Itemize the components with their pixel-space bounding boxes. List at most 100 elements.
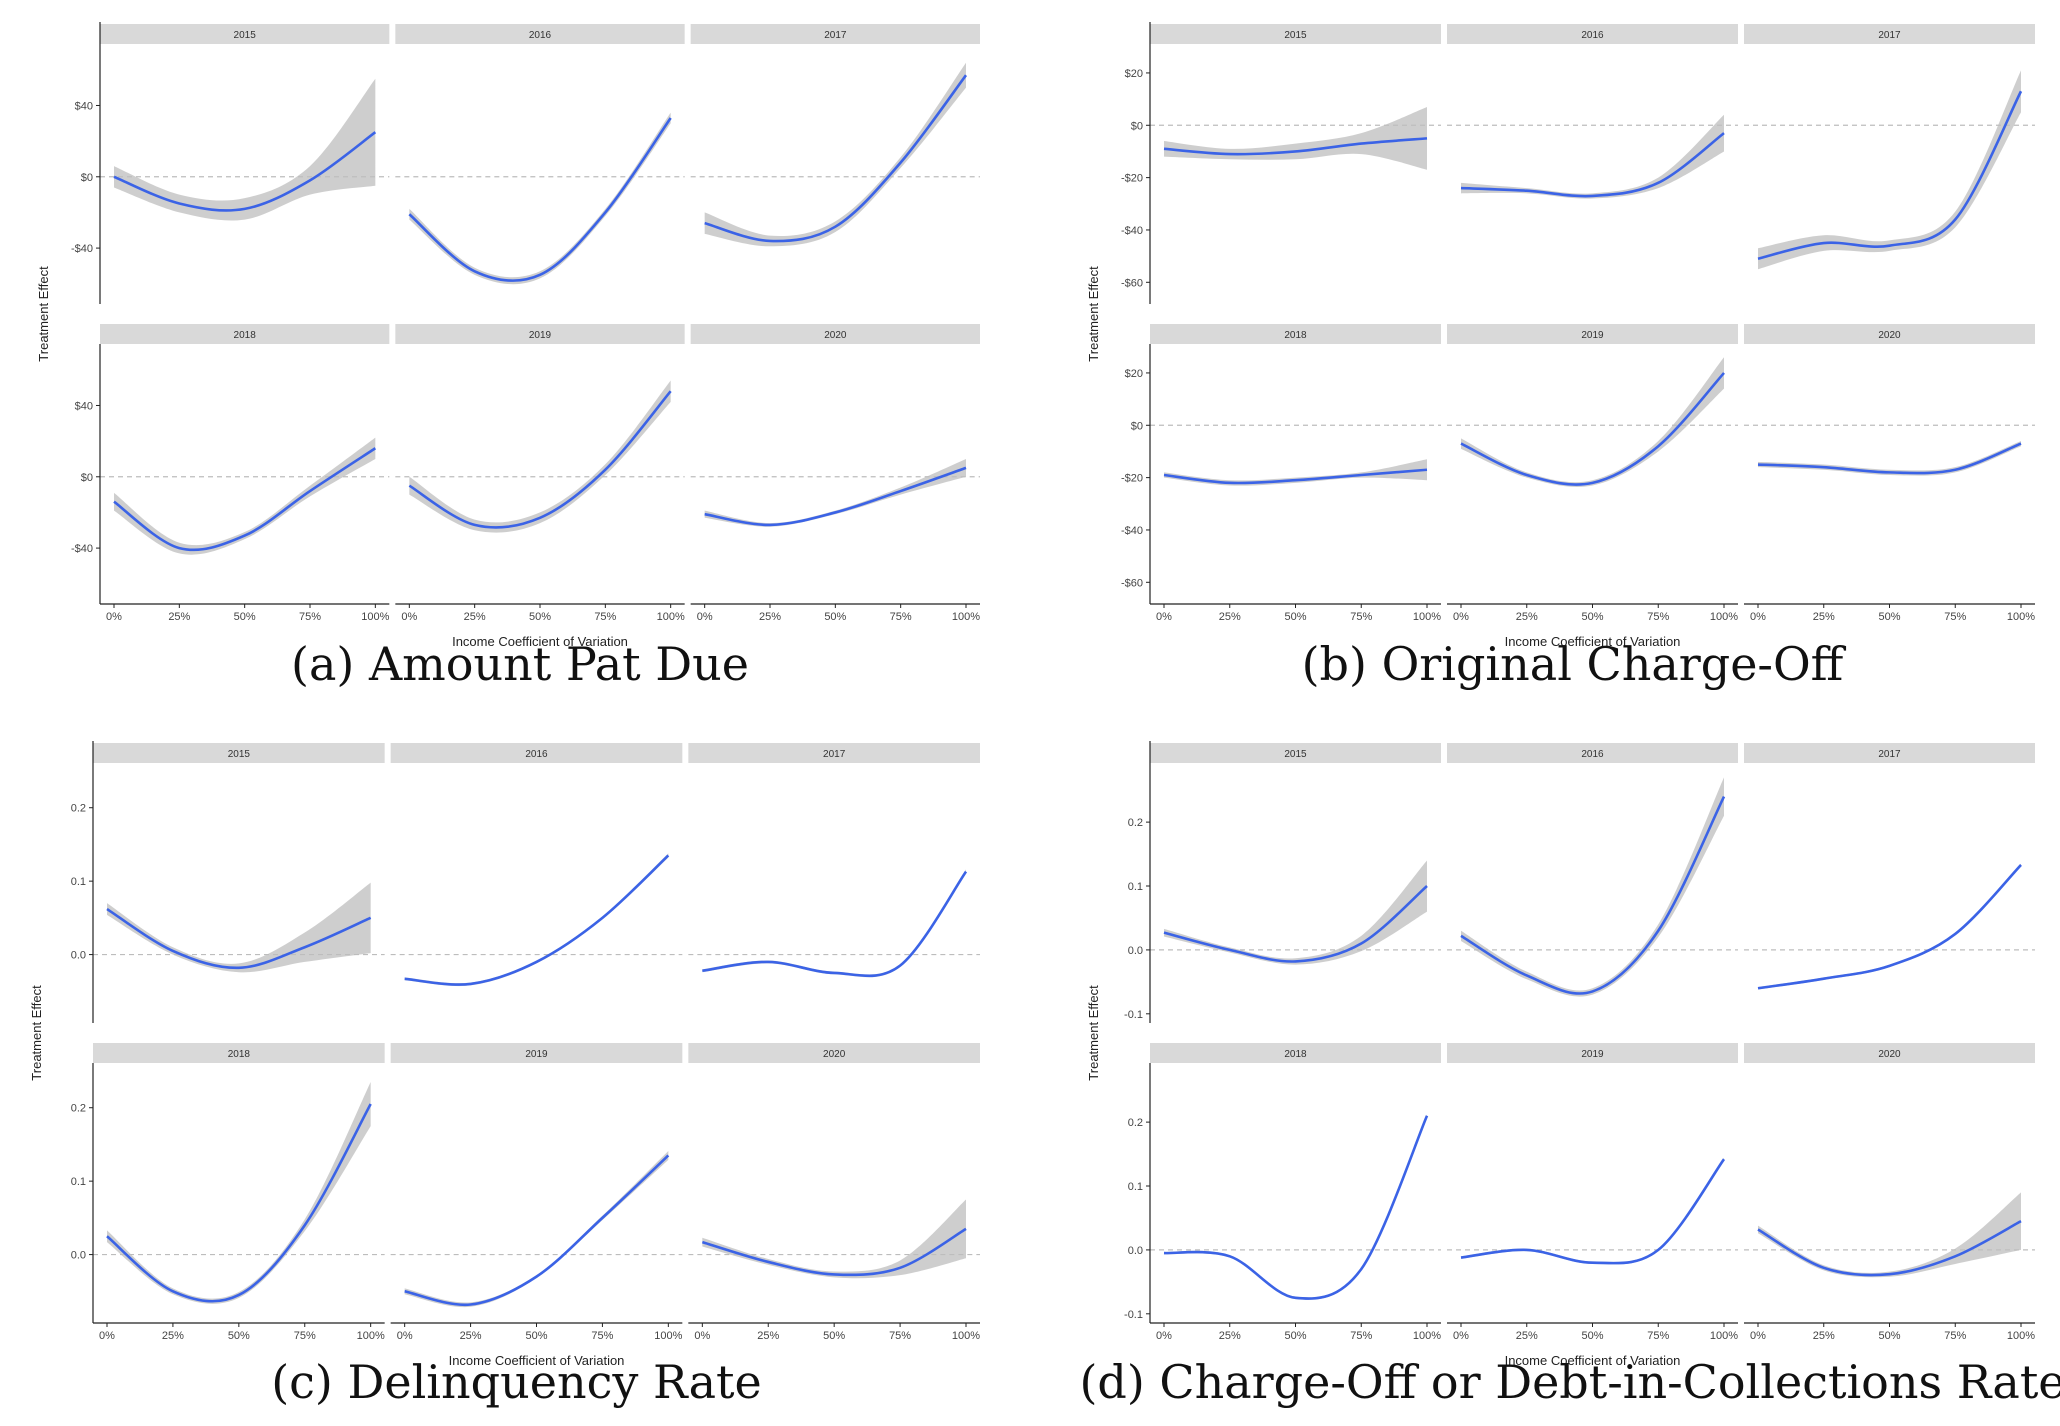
fitted-line [1757, 864, 2022, 990]
facet-strip [1447, 324, 1738, 344]
facet-strip-label: 2020 [1878, 330, 1901, 341]
y-tick-label: 0.0 [1128, 945, 1143, 957]
y-tick-label: -$60 [1121, 277, 1143, 289]
fitted-line [1757, 90, 2023, 261]
y-tick-label: -$40 [1121, 225, 1143, 237]
facet-strip-label: 2017 [824, 30, 847, 41]
facet-strip [100, 324, 390, 344]
x-tick-label: 100% [1710, 611, 1738, 623]
facet-strip [395, 324, 685, 344]
x-tick-label: 50% [1581, 611, 1603, 623]
facet-strip [1447, 1043, 1738, 1063]
facet-strip [1744, 743, 2035, 763]
facet-2019: 2019 0% 25% 50% 75% 100% [395, 324, 685, 623]
x-tick-label: 75% [890, 611, 912, 623]
confidence-band [409, 380, 671, 533]
y-tick-label: $0 [1131, 120, 1143, 132]
facet-2020: 2020 0% 25% 50% 75% 100% [1744, 324, 2035, 623]
x-tick-label: 50% [1284, 1330, 1306, 1342]
panel-caption: (c) Delinquency Rate [271, 1355, 762, 1409]
x-tick-label: 50% [823, 1330, 845, 1342]
fitted-line [1460, 132, 1725, 198]
x-tick-label: 100% [2007, 611, 2035, 623]
y-axis-title: Treatment Effect [29, 985, 44, 1081]
x-tick-label: 0% [1156, 611, 1172, 623]
panel-d: Treatment Effect 2015 0.2 0.1 0.0 -0.1 2016 201… [1079, 741, 2060, 1409]
x-tick-label: 25% [460, 1330, 482, 1342]
confidence-band [107, 882, 371, 973]
facet-strip-label: 2018 [234, 330, 257, 341]
facet-2020: 2020 0% 25% 50% 75% 100% [690, 324, 980, 623]
facet-2019: 2019 0% 25% 50% 75% 100% [1447, 324, 1738, 623]
facet-strip-label: 2019 [529, 330, 552, 341]
facet-2017: 2017 [690, 24, 980, 247]
x-tick-label: 25% [757, 1330, 779, 1342]
x-tick-label: 0% [697, 611, 713, 623]
x-tick-label: 75% [294, 1330, 316, 1342]
facet-strip-label: 2017 [823, 749, 846, 760]
facet-strip [1150, 24, 1441, 44]
facet-strip-label: 2015 [234, 30, 257, 41]
x-axis-title: Income Coefficient of Variation [449, 1353, 625, 1368]
fitted-line [404, 854, 670, 986]
facet-strip-label: 2018 [1284, 1049, 1307, 1060]
facet-strip [390, 1043, 683, 1063]
y-tick-label: 0.1 [1128, 881, 1143, 893]
facet-strip [1744, 324, 2035, 344]
facet-strip [1447, 743, 1738, 763]
facet-2019: 2019 0% 25% 50% 75% 100% [390, 1043, 683, 1342]
x-tick-label: 75% [299, 611, 321, 623]
x-tick-label: 0% [99, 1330, 115, 1342]
x-tick-label: 75% [1350, 611, 1372, 623]
x-tick-label: 100% [952, 611, 980, 623]
fitted-line [704, 74, 968, 243]
x-tick-label: 75% [1647, 611, 1669, 623]
x-axis-title: Income Coefficient of Variation [1505, 1353, 1681, 1368]
x-axis-title: Income Coefficient of Variation [1505, 634, 1681, 649]
facet-strip-label: 2015 [1284, 749, 1307, 760]
x-tick-label: 0% [1156, 1330, 1172, 1342]
x-tick-label: 0% [401, 611, 417, 623]
x-tick-label: 0% [106, 611, 122, 623]
facet-strip-label: 2020 [824, 330, 847, 341]
confidence-band [1164, 106, 1427, 170]
confidence-band [1758, 440, 2021, 476]
confidence-band [702, 1199, 966, 1279]
x-tick-label: 50% [234, 611, 256, 623]
confidence-band [704, 62, 966, 247]
facet-2020: 2020 0% 25% 50% 75% 100% [1744, 1043, 2035, 1342]
x-tick-label: 25% [168, 611, 190, 623]
fitted-line [1163, 137, 1428, 156]
x-tick-label: 0% [694, 1330, 710, 1342]
facet-strip [688, 743, 980, 763]
x-tick-label: 25% [1516, 611, 1538, 623]
facet-2018: 2018 0% 25% 50% 75% 100% 0.2 0.1 0.0 -0.1 [1124, 1043, 1441, 1342]
facet-strip-label: 2019 [1581, 330, 1604, 341]
fitted-line [113, 131, 377, 212]
fitted-line [106, 907, 372, 970]
x-tick-label: 100% [657, 611, 685, 623]
facet-strip-label: 2018 [1284, 330, 1307, 341]
y-tick-label: $0 [81, 472, 93, 484]
confidence-band [1461, 777, 1724, 997]
facet-strip [100, 24, 390, 44]
x-tick-label: 0% [1750, 611, 1766, 623]
confidence-band [1461, 357, 1724, 487]
y-tick-label: 0.1 [71, 1176, 86, 1188]
x-tick-label: 50% [228, 1330, 250, 1342]
confidence-band [404, 853, 669, 987]
confidence-band [1164, 860, 1427, 965]
confidence-band [1758, 70, 2021, 270]
facet-2016: 2016 [1447, 743, 1738, 997]
facet-strip-label: 2020 [823, 1049, 846, 1060]
x-tick-label: 75% [594, 611, 616, 623]
facet-strip-label: 2017 [1878, 30, 1901, 41]
x-tick-label: 75% [1647, 1330, 1669, 1342]
panel-caption: (b) Original Charge-Off [1302, 637, 1847, 691]
confidence-band [1164, 1114, 1427, 1300]
fitted-line [1163, 1115, 1429, 1300]
y-tick-label: 0.0 [71, 1250, 86, 1262]
y-tick-label: 0.1 [71, 876, 86, 888]
confidence-band [1461, 114, 1724, 199]
facet-strip [93, 1043, 385, 1063]
